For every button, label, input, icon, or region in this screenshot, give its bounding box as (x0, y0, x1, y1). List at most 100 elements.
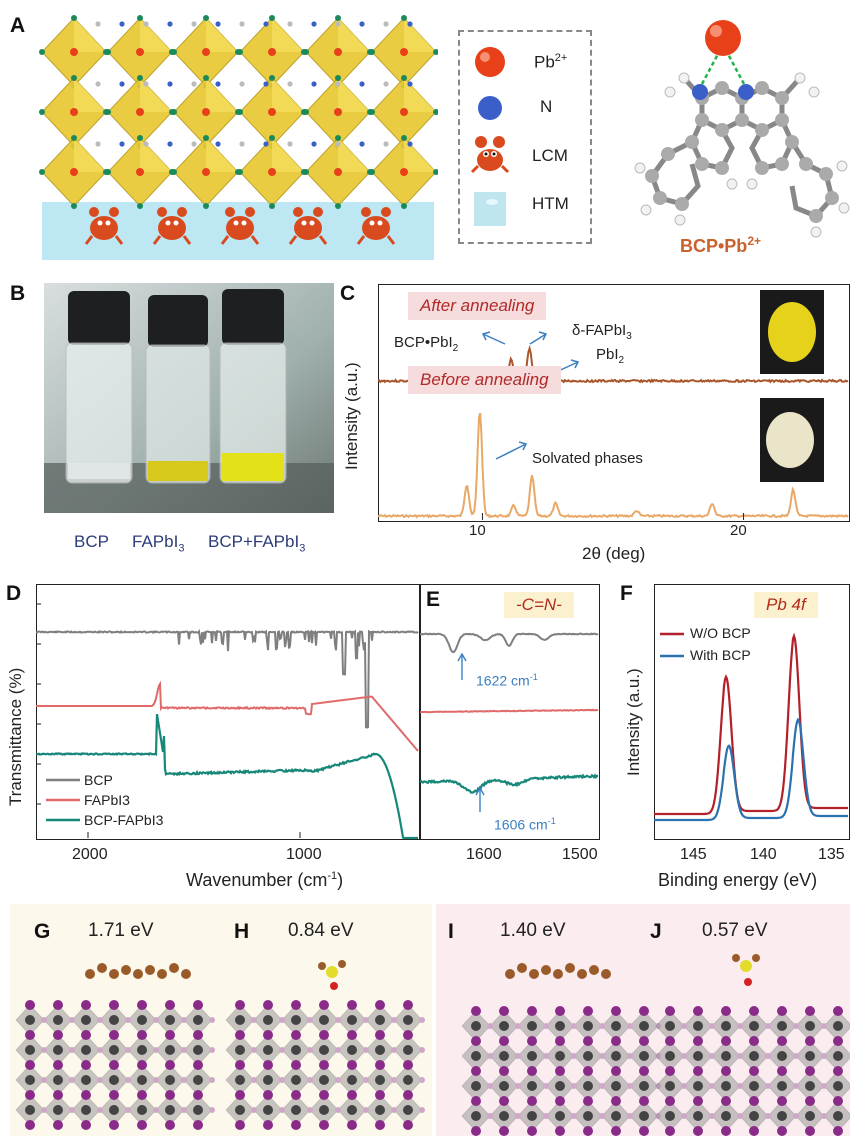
htm-icon (474, 192, 506, 226)
octahedra-lattice (39, 15, 438, 209)
energy-i: 1.40 eV (500, 920, 566, 941)
xrd-before-trace (378, 412, 849, 519)
crab-molecule (288, 207, 328, 245)
adsorbate-i-bcp (505, 963, 611, 979)
legend-lcm: LCM (532, 146, 568, 165)
ftir-xtick-1000: 1000 (286, 846, 322, 863)
panel-label-d: D (6, 582, 22, 605)
crab-molecule (152, 207, 192, 245)
panel-label-i: I (448, 920, 454, 943)
vial-fapbi3 (145, 295, 211, 484)
xrd-plot (378, 290, 849, 520)
energy-j: 0.57 eV (702, 920, 768, 941)
xps-legend (660, 632, 684, 658)
zoom-bcp-trace (420, 632, 599, 654)
crab-molecule (220, 207, 260, 245)
xrd-plot-frame (378, 284, 850, 522)
xps-plot (654, 632, 848, 822)
ftir-xtick-2000: 2000 (72, 846, 108, 863)
xps-xlabel: Binding energy (eV) (658, 870, 818, 890)
nitrogen-atom-left (692, 84, 708, 100)
lead-ion-sphere (705, 20, 741, 56)
xps-xtick-140: 140 (750, 846, 777, 863)
panel-label-h: H (234, 920, 250, 943)
zoom-xtick-1600: 1600 (466, 846, 502, 863)
xps-legend-wo: W/O BCP (690, 625, 751, 641)
ann-delta-fapbi3: δ-FAPbI3 (572, 322, 632, 342)
perovskite-lcm-illustration (39, 15, 438, 260)
legend-icons (470, 47, 510, 226)
ftir-bcp-trace (36, 629, 419, 729)
slab-g (15, 1000, 215, 1130)
slab-i (461, 1006, 661, 1136)
legend-n: N (540, 97, 553, 116)
panel-label-a: A (10, 14, 26, 37)
panel-label-j: J (650, 920, 662, 943)
before-annealing-tag: Before annealing (408, 366, 561, 394)
vial-label-bcp: BCP (74, 532, 109, 551)
ann-1622: 1622 cm-1 (476, 672, 538, 689)
panel-label-g: G (34, 920, 51, 943)
slab-j (655, 1006, 850, 1136)
ftir-bcp-fapbi3-trace (36, 714, 418, 840)
xrd-xtick-10: 10 (469, 522, 486, 539)
panel-label-e: E (426, 588, 441, 611)
xps-xtick-145: 145 (680, 846, 707, 863)
adsorbate-j-molecule (732, 954, 760, 986)
ann-bcp-pbi2: BCP•PbI2 (394, 334, 459, 354)
ftir-xlabel: Wavenumber (cm-1) (186, 870, 344, 890)
xrd-xtick-20: 20 (730, 522, 747, 539)
nitrogen-atom-icon (478, 96, 502, 120)
crab-molecule (356, 207, 396, 245)
ftir-fapbi3-trace (36, 680, 419, 752)
energy-h: 0.84 eV (288, 920, 354, 941)
zoom-fapbi3-trace (420, 708, 599, 714)
vial-label-bcp-fapbi3: BCP+FAPbI3 (208, 532, 306, 555)
legend-pb: Pb2+ (534, 52, 568, 72)
ftir-legend (46, 778, 80, 822)
complex-label: BCP•Pb2+ (680, 234, 761, 256)
ftir-ylabel: Transmittance (%) (6, 667, 25, 806)
xps-legend-with: With BCP (690, 647, 751, 663)
xps-with-bcp-trace (654, 717, 848, 822)
slab-h (225, 1000, 425, 1130)
ftir-legend-fapbi3: FAPbI3 (84, 792, 130, 808)
ftir-zoom-plot (420, 632, 599, 812)
xrd-ylabel: Intensity (a.u.) (342, 362, 361, 470)
panel-label-c: C (340, 282, 356, 305)
lead-ion-icon (475, 47, 505, 77)
panel-label-b: B (10, 282, 26, 305)
after-annealing-tag: After annealing (408, 292, 547, 320)
crab-molecule (84, 207, 124, 245)
xps-plot-frame (654, 584, 850, 840)
energy-g: 1.71 eV (88, 920, 154, 941)
xps-wo-bcp-trace (654, 632, 848, 816)
vials-photo (44, 283, 334, 513)
cn-tag: -C=N- (504, 592, 574, 618)
zoom-bcp-fapbi3-trace (420, 773, 598, 794)
nitrogen-atom-right (738, 84, 754, 100)
panel-label-f: F (620, 582, 633, 605)
bcp-pb-complex-model (634, 20, 850, 238)
dft-structures (15, 954, 850, 1136)
ann-1606: 1606 cm-1 (494, 816, 556, 833)
xps-xtick-135: 135 (818, 846, 845, 863)
legend-htm: HTM (532, 194, 569, 213)
ftir-plot (36, 603, 419, 840)
xrd-xlabel: 2θ (deg) (582, 544, 646, 563)
vial-bcp-fapbi3 (219, 289, 287, 484)
ftir-plot-frame (36, 584, 420, 840)
pb4f-tag: Pb 4f (754, 592, 818, 618)
adsorbate-g-bcp (85, 963, 191, 979)
panel-a-legend: Pb2+ N LCM HTM (458, 30, 592, 244)
ann-pbi2: PbI2 (596, 346, 625, 366)
ann-solvated: Solvated phases (532, 450, 643, 467)
crab-icon (470, 136, 510, 174)
vial-label-fapbi3: FAPbI3 (132, 532, 185, 555)
ftir-legend-bcp: BCP (84, 772, 113, 788)
adsorbate-h-molecule (318, 960, 346, 990)
xps-ylabel: Intensity (a.u.) (624, 668, 643, 776)
vial-bcp (65, 291, 133, 484)
lcm-molecules (84, 207, 396, 245)
zoom-xtick-1500: 1500 (562, 846, 598, 863)
